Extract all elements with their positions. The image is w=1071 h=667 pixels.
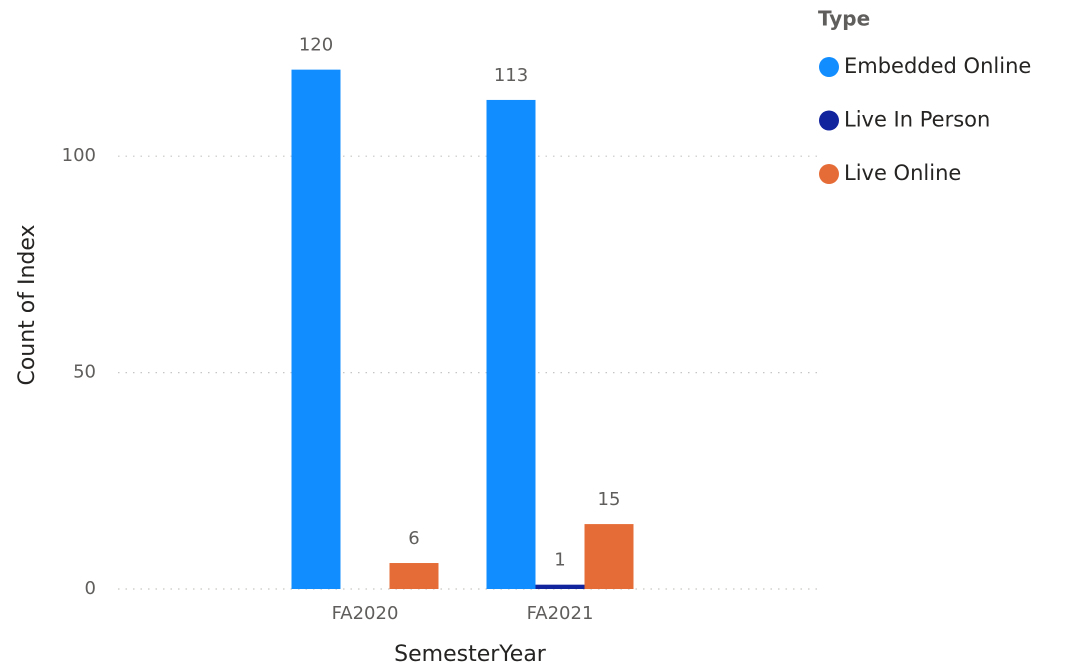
bar [486,99,536,589]
legend-label: Live Online [844,161,961,185]
y-tick-label: 100 [62,145,96,166]
x-tick-label: FA2020 [332,603,399,624]
x-tick-label: FA2021 [527,603,594,624]
legend-label: Live In Person [844,108,990,132]
data-label: 1 [554,550,565,571]
y-axis-title: Count of Index [15,224,40,385]
bar [291,69,341,589]
y-tick-label: 50 [73,362,96,383]
bar [535,584,585,589]
bar [584,524,634,589]
legend-marker [819,164,839,184]
data-label: 113 [494,65,528,86]
legend-marker [819,57,839,77]
x-axis-title: SemesterYear [394,642,547,667]
y-tick-label: 0 [85,578,96,599]
data-label: 6 [408,528,419,549]
data-label: 15 [598,489,621,510]
legend-label: Embedded Online [844,54,1031,78]
legend-title: Type [818,7,870,31]
data-label: 120 [299,35,333,56]
legend-marker [819,110,839,131]
bar [389,563,439,589]
